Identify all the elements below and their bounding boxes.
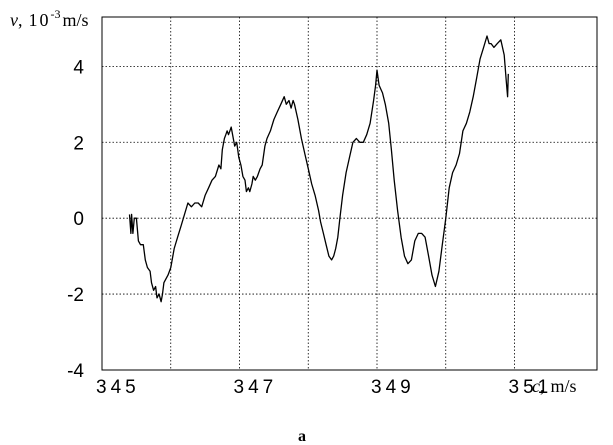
y-axis-label: v, 10-3 m/s — [10, 7, 89, 30]
x-tick-label: 345 — [96, 377, 140, 398]
y-tick-label: -4 — [67, 361, 84, 382]
grid-layer — [102, 17, 597, 370]
tick-labels: -4 -2 0 2 4 345 347 349 351 — [67, 57, 553, 398]
x-tick-label: 349 — [371, 377, 415, 398]
x-axis-label: c, m/s — [532, 376, 577, 396]
x-tick-label: 351 — [509, 377, 553, 398]
x-tick-label: 347 — [234, 377, 278, 398]
y-tick-label: 0 — [73, 209, 84, 230]
plot-frame — [101, 16, 598, 371]
y-tick-label: -2 — [67, 285, 84, 306]
y-tick-label: 4 — [73, 57, 84, 78]
y-tick-label: 2 — [73, 133, 84, 154]
panel-label: a — [298, 428, 306, 445]
series-line — [128, 35, 509, 303]
